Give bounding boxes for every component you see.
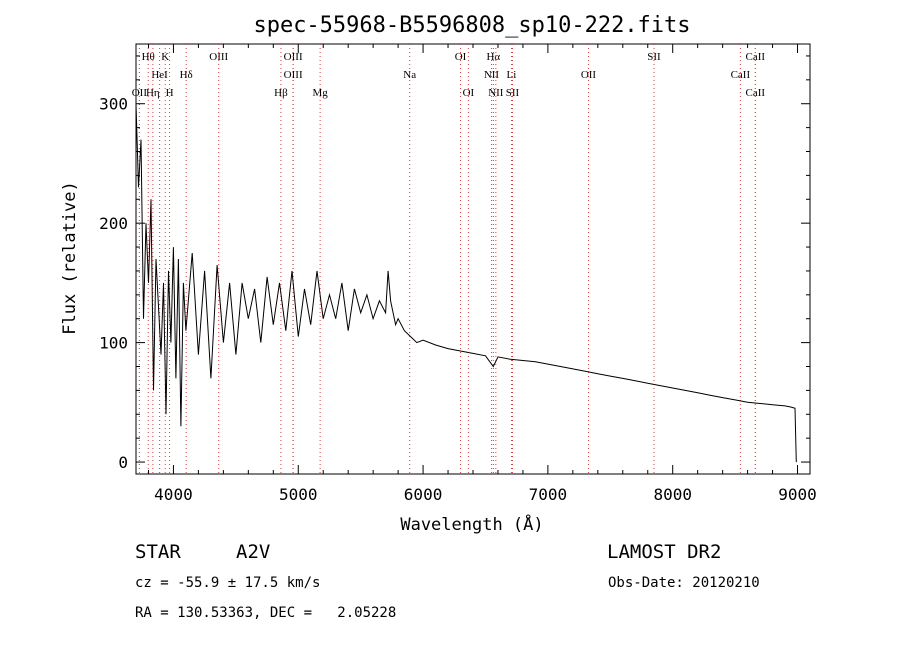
y-tick-label: 200: [99, 214, 128, 233]
emission-line-label: OI: [463, 87, 475, 99]
emission-line-label: OIII: [284, 69, 303, 81]
emission-line-label: CaII: [746, 87, 766, 99]
x-tick-label: 4000: [154, 485, 193, 504]
y-tick-label: 0: [118, 453, 128, 472]
emission-line-label: NII: [488, 87, 504, 99]
emission-line-label: OI: [455, 51, 467, 63]
spectrum-layer: [135, 103, 797, 463]
emission-line-label: NII: [484, 69, 500, 81]
chart-title: spec-55968-B5596808_sp10-222.fits: [253, 13, 690, 38]
emission-line-label: Hα: [486, 51, 500, 63]
emission-line-label: H: [166, 87, 174, 99]
emission-line-label: Na: [403, 69, 416, 81]
emission-line-label: OII: [132, 87, 148, 99]
emission-line-label: Hδ: [180, 69, 193, 81]
emission-line-label: OII: [581, 69, 597, 81]
emission-line-label: SII: [506, 87, 520, 99]
emission-line-label: OIII: [209, 51, 228, 63]
x-tick-label: 7000: [529, 485, 568, 504]
y-axis-label: Flux (relative): [60, 181, 80, 335]
x-tick-label: 5000: [279, 485, 318, 504]
emission-line-label: Li: [507, 69, 517, 81]
emission-line-label: Hη: [146, 87, 160, 99]
plot-frame: [135, 43, 811, 475]
x-tick-label: 8000: [653, 485, 692, 504]
object-subclass: A2V: [236, 541, 271, 563]
x-tick-label: 6000: [404, 485, 443, 504]
object-class: STAR: [135, 541, 181, 563]
y-tick-label: 100: [99, 334, 128, 353]
emission-line-label: Hβ: [274, 87, 288, 99]
emission-line-label: Mg: [312, 87, 328, 99]
spectrum-line: [135, 103, 797, 463]
obs-date: Obs-Date: 20120210: [608, 575, 760, 591]
redshift-text: cz = -55.9 ± 17.5 km/s: [135, 575, 321, 591]
y-tick-label: 300: [99, 95, 128, 114]
emission-line-label: SII: [647, 51, 661, 63]
survey-name: LAMOST DR2: [607, 541, 722, 563]
x-axis-label: Wavelength (Å): [400, 513, 543, 535]
emission-line-label: K: [161, 51, 169, 63]
emission-line-label: CaII: [731, 69, 751, 81]
x-tick-label: 9000: [778, 485, 817, 504]
emission-line-label: Hθ: [142, 51, 155, 63]
coordinates: RA = 130.53363, DEC = 2.05228: [135, 605, 397, 621]
emission-line-label: HeI: [151, 69, 168, 81]
axis-layer: 4000 5000 6000 7000 8000 9000 0 100 200 300: [99, 44, 817, 504]
